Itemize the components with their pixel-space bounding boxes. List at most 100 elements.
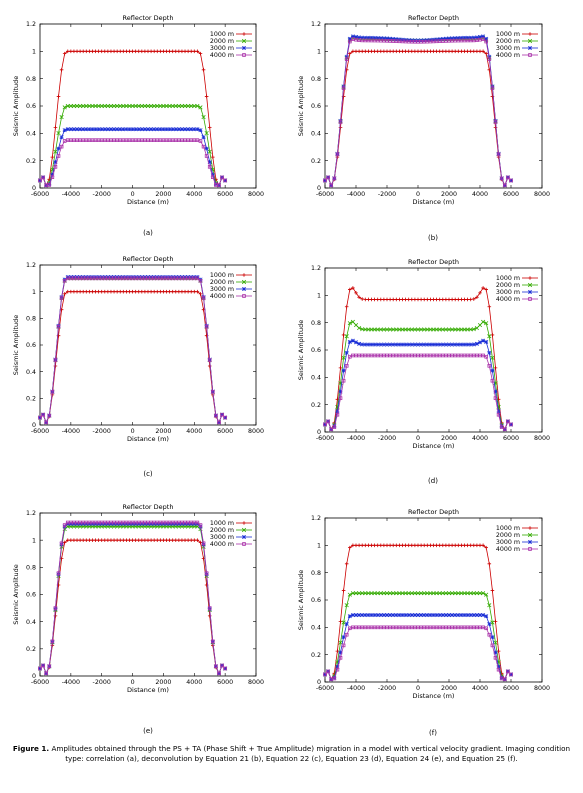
y-tick-label: 0.2	[26, 396, 36, 403]
data-point	[437, 612, 442, 618]
x-tick-label: 8000	[534, 685, 550, 692]
legend-label: 2000 m	[210, 38, 234, 45]
legend-marker	[527, 289, 533, 295]
data-point	[161, 49, 166, 54]
series-line	[324, 50, 512, 187]
data-point	[493, 125, 498, 130]
data-point	[332, 425, 337, 429]
panel-label: (e)	[143, 727, 153, 735]
data-point	[437, 591, 442, 596]
data-point	[462, 35, 467, 40]
data-point	[155, 103, 160, 109]
data-point	[177, 49, 181, 54]
data-point	[78, 289, 82, 294]
x-tick-label: 8000	[248, 679, 264, 686]
data-point	[96, 49, 101, 54]
data-point	[456, 297, 461, 302]
data-point	[37, 666, 43, 671]
data-point	[406, 49, 411, 54]
data-point	[465, 35, 470, 40]
data-point	[347, 614, 352, 619]
data-point	[459, 591, 464, 596]
x-tick-label: 4000	[472, 435, 488, 442]
series-line	[39, 277, 226, 424]
data-point	[130, 127, 135, 132]
data-point	[357, 325, 362, 331]
data-point	[335, 412, 340, 417]
chart-panel: Reflector Depth -6000 -4000 -2000 0 2000 4000 6…	[297, 14, 550, 242]
legend-label: 4000 m	[210, 541, 234, 548]
data-point	[372, 297, 377, 302]
data-point	[428, 49, 433, 54]
data-point	[456, 612, 461, 618]
data-point	[419, 612, 424, 618]
legend-marker	[242, 542, 246, 546]
data-point	[363, 342, 368, 347]
data-point	[493, 656, 498, 660]
legend-label: 4000 m	[210, 52, 234, 59]
chart-panel: Reflector Depth -6000 -4000 -2000 0 2000 4000 6…	[297, 258, 550, 485]
data-point	[99, 103, 104, 109]
data-point	[180, 289, 184, 294]
data-point	[59, 144, 64, 149]
data-point	[481, 591, 486, 596]
data-point	[192, 127, 197, 132]
data-point	[341, 378, 346, 383]
data-point	[412, 342, 417, 347]
data-point	[388, 297, 392, 302]
data-point	[391, 591, 396, 596]
data-point	[394, 342, 399, 347]
data-point	[394, 327, 399, 332]
data-point	[468, 297, 473, 302]
data-point	[344, 57, 349, 61]
legend-label: 4000 m	[496, 546, 520, 553]
x-tick-label: 2000	[155, 191, 171, 198]
series-line	[324, 544, 512, 681]
series-line	[324, 626, 512, 680]
data-point	[360, 35, 365, 40]
legend-label: 1000 m	[210, 272, 234, 279]
data-point	[419, 342, 424, 347]
data-point	[217, 183, 221, 188]
data-point	[210, 639, 215, 644]
data-point	[394, 543, 399, 548]
data-point	[375, 327, 380, 332]
data-point	[195, 289, 200, 294]
legend-label: 3000 m	[210, 286, 234, 293]
data-point	[192, 103, 197, 109]
data-point	[347, 36, 352, 41]
data-point	[146, 49, 150, 54]
series-line	[39, 139, 226, 186]
x-tick-label: -4000	[347, 685, 365, 692]
data-point	[344, 622, 349, 627]
caption-text: Amplitudes obtained through the PS + TA …	[51, 744, 571, 763]
data-point	[403, 591, 408, 596]
data-point	[344, 603, 349, 608]
data-point	[186, 289, 190, 294]
data-point	[484, 51, 488, 56]
data-point	[207, 358, 212, 362]
series-line	[324, 592, 512, 680]
legend-marker	[242, 32, 246, 36]
data-point	[487, 54, 492, 59]
data-point	[481, 37, 485, 41]
data-point	[87, 49, 92, 54]
data-point	[204, 146, 209, 151]
x-tick-label: 2000	[155, 428, 171, 435]
data-point	[344, 364, 349, 368]
data-point	[161, 538, 166, 542]
data-point	[143, 49, 147, 54]
legend-label: 2000 m	[210, 279, 234, 286]
legend-marker	[241, 534, 247, 540]
data-point	[112, 127, 117, 132]
data-point	[90, 289, 95, 294]
data-point	[382, 543, 386, 548]
data-point	[384, 591, 390, 596]
data-point	[472, 49, 476, 54]
x-tick-label: -4000	[347, 191, 365, 198]
data-point	[338, 366, 343, 370]
data-point	[412, 327, 417, 332]
data-point	[425, 591, 430, 596]
data-point	[381, 327, 386, 332]
